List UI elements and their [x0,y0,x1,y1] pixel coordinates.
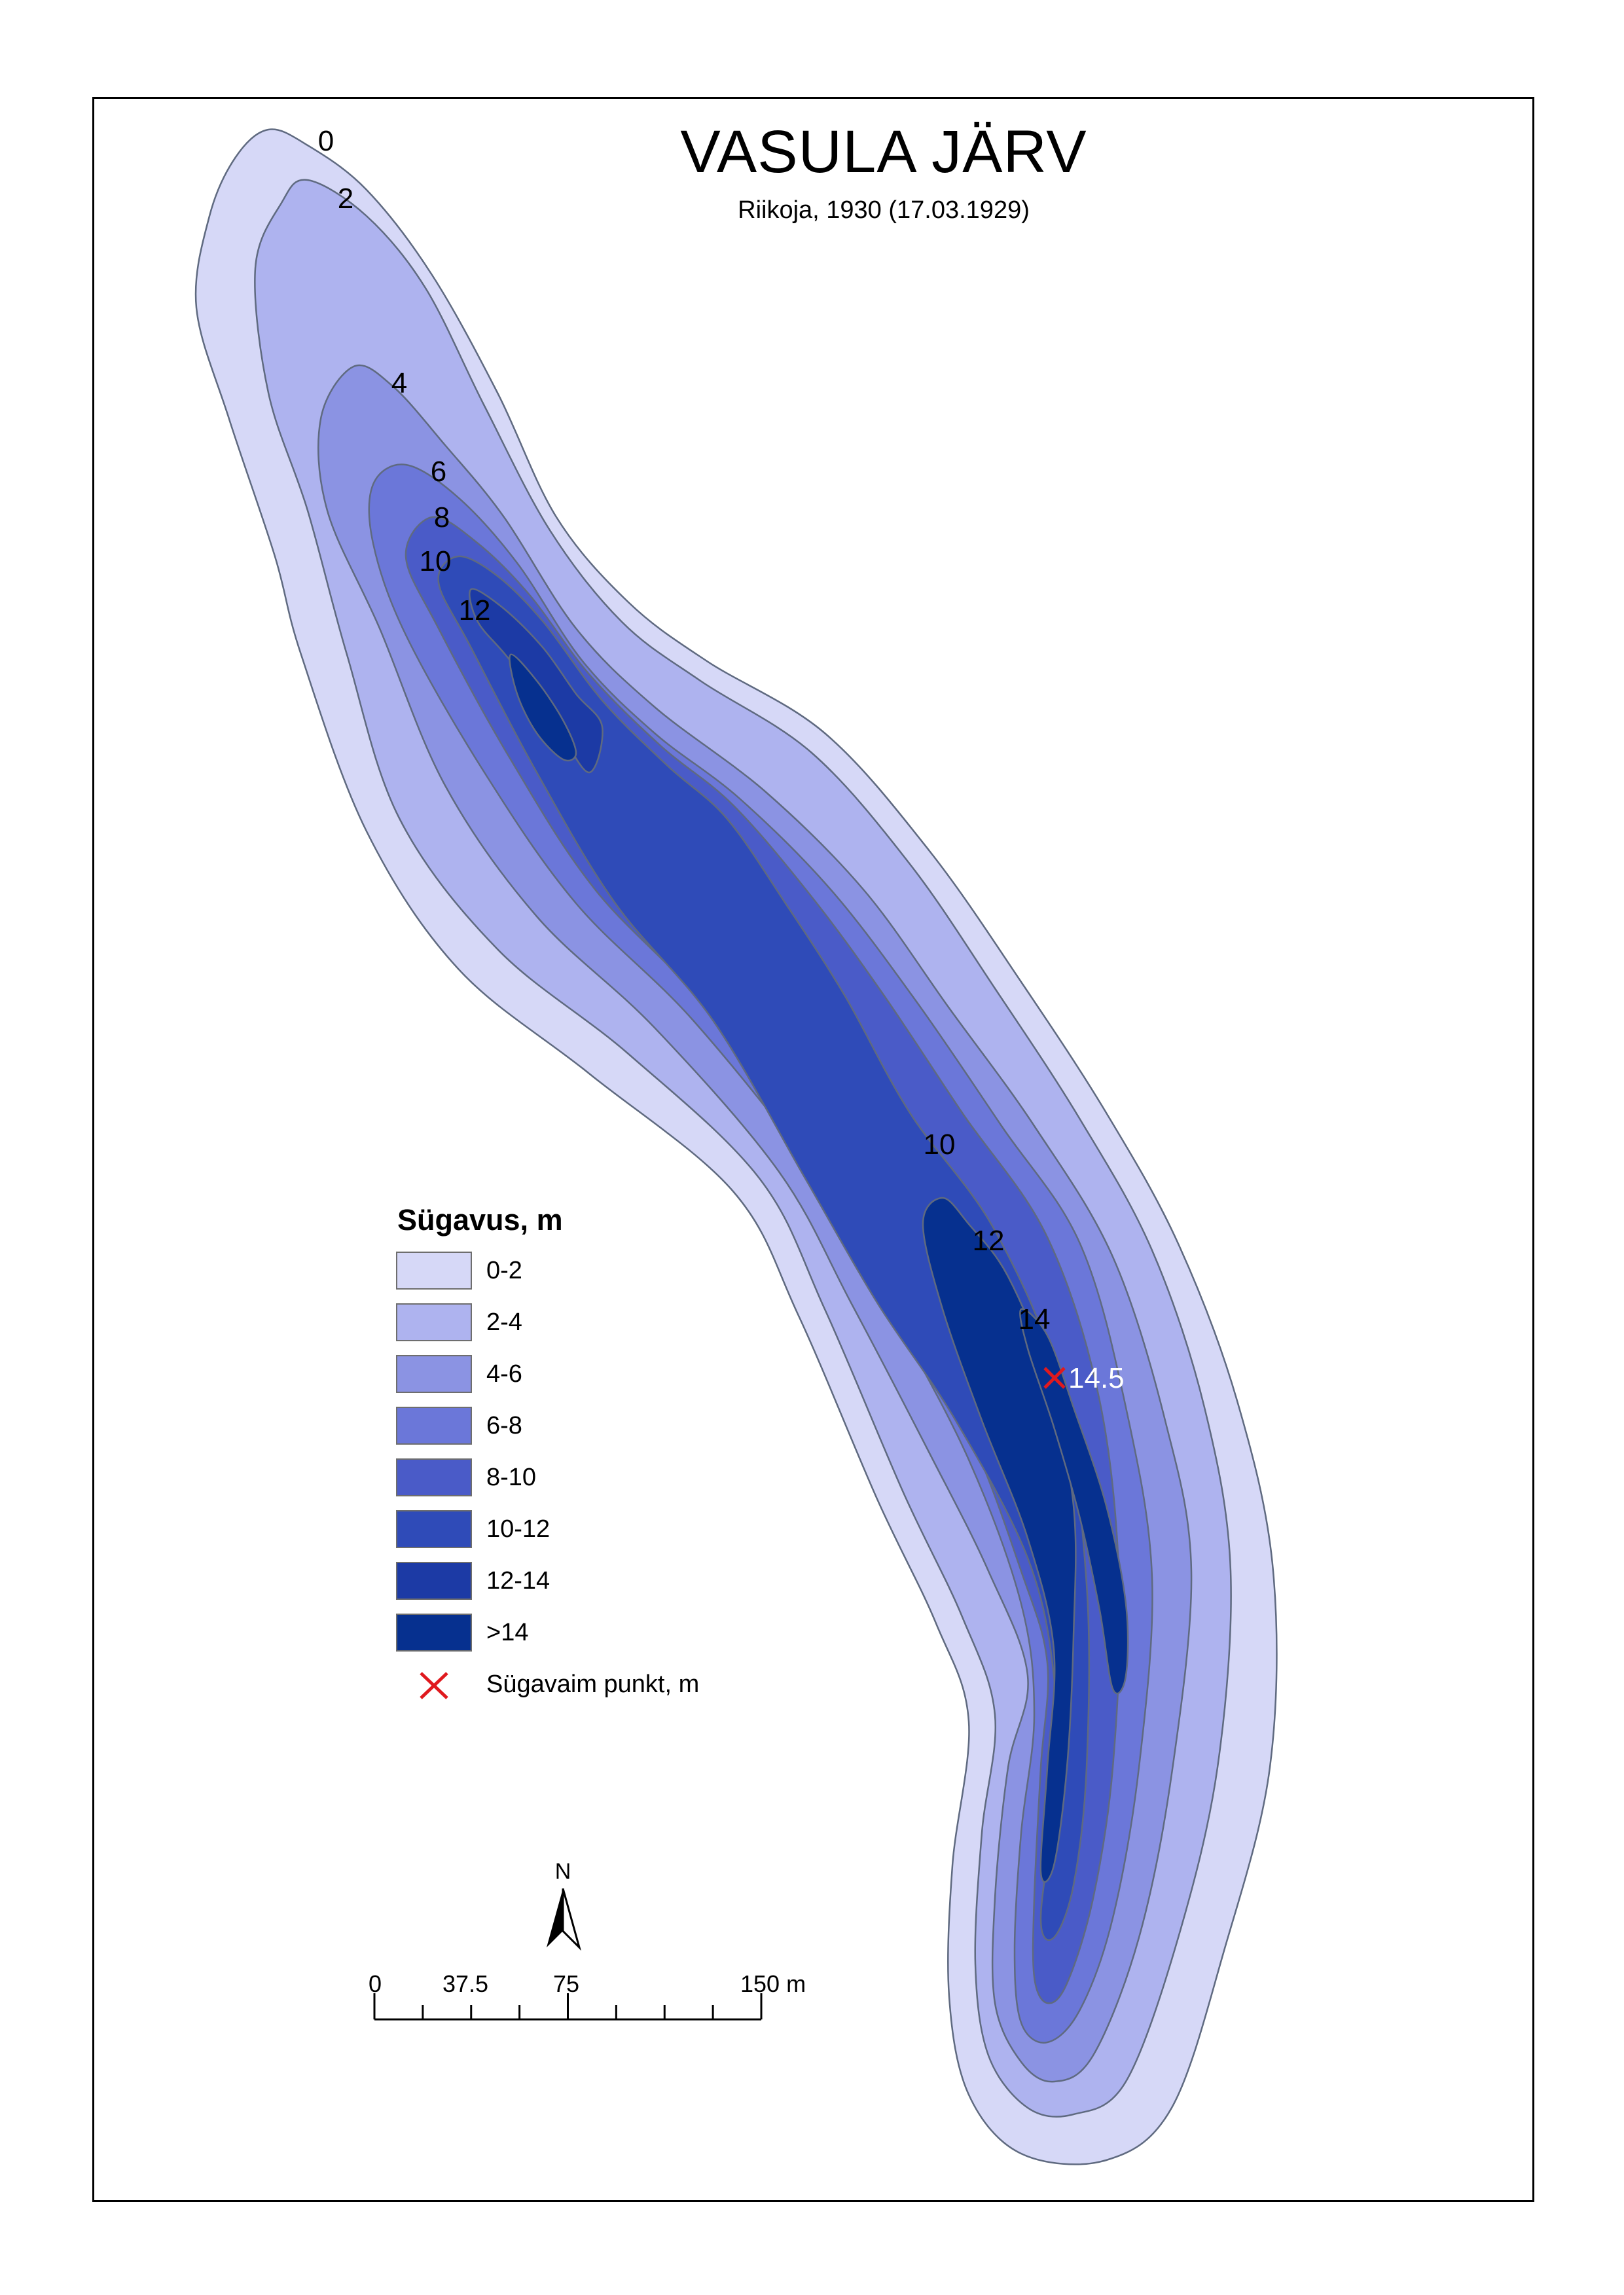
contour-label: 10 [420,545,452,577]
map-subtitle: Riikoja, 1930 (17.03.1929) [738,196,1030,224]
depth-zone [509,653,577,762]
north-arrow-icon [547,1888,563,1947]
deepest-point: 14.5 [1043,1362,1125,1394]
north-arrow-icon [562,1888,581,1951]
contour-label: 2 [338,183,353,215]
legend-swatch [396,1458,472,1496]
depth-zone [368,463,1153,2044]
legend-label: 6-8 [486,1412,522,1439]
legend-swatch [396,1562,472,1600]
legend-swatch [396,1355,472,1393]
scale-bar-label: 150 m [740,1970,806,1997]
contour-label: 14 [1019,1303,1051,1335]
legend-label: 8-10 [486,1464,537,1491]
legend-title: Sügavus, m [397,1203,563,1237]
contour-label: 10 [924,1129,956,1161]
legend-label: Sügavaim punkt, m [486,1671,700,1698]
legend-swatch [396,1407,472,1445]
legend-label: 10-12 [486,1515,550,1543]
north-arrow: N [547,1859,581,1951]
deepest-point-value: 14.5 [1068,1362,1125,1394]
legend-label: 4-6 [486,1360,522,1388]
scale-bar [373,1993,763,2021]
legend-swatch [396,1510,472,1548]
contour-label: 12 [973,1225,1005,1257]
north-label: N [555,1859,571,1884]
contour-label: 0 [318,125,334,157]
deepest-point-icon [420,1672,448,1699]
contour-label: 12 [459,594,491,626]
map-title: VASULA JÄRV [680,118,1087,185]
legend-label: >14 [486,1619,529,1646]
legend-swatch [396,1303,472,1341]
contour-label: 8 [434,501,450,533]
legend-label: 12-14 [486,1567,550,1595]
deepest-point-marker [1043,1367,1066,1389]
depth-zone [1019,1308,1129,1695]
scale-bar-label: 0 [369,1970,382,1997]
legend-label: 0-2 [486,1257,522,1284]
scale-bar-label: 37.5 [442,1970,489,1997]
contour-label: 6 [431,456,446,488]
legend-swatch [396,1252,472,1290]
scale-bar-label: 75 [553,1970,580,1997]
legend-label: 2-4 [486,1309,522,1336]
lake-depth-zones [194,128,1278,2165]
map-frame [92,97,1534,2202]
legend-swatch [396,1614,472,1652]
contour-label: 4 [391,367,407,399]
